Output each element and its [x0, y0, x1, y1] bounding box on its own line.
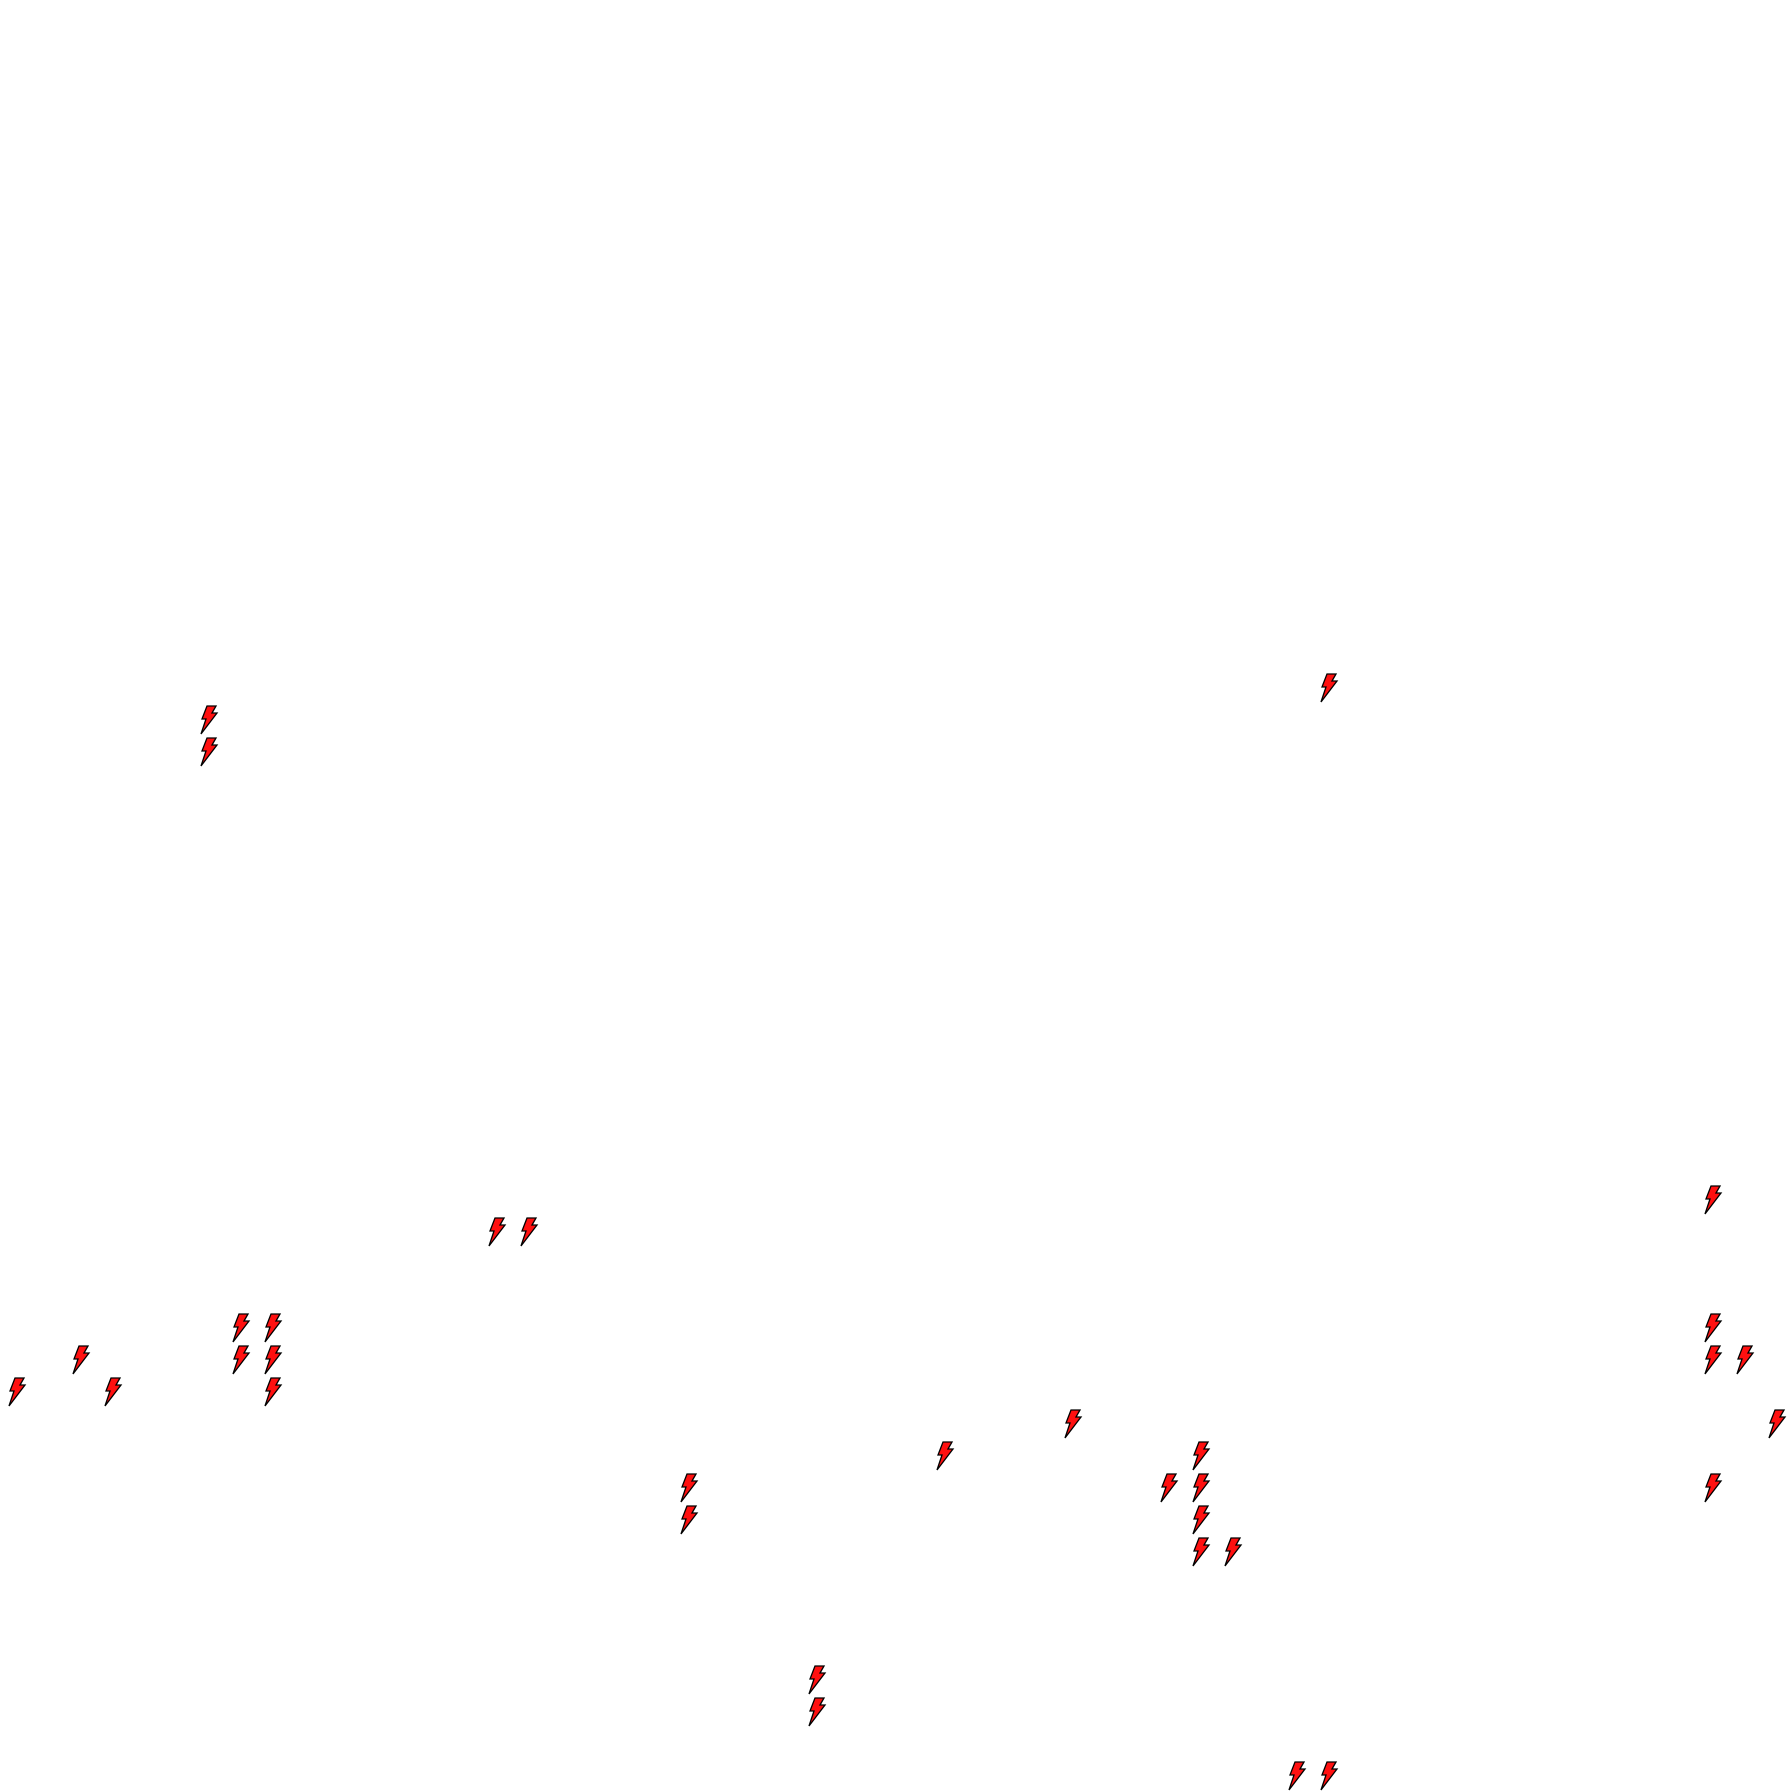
lightning-bolt-icon[interactable] — [519, 1217, 539, 1247]
lightning-bolt-icon[interactable] — [71, 1345, 91, 1375]
lightning-bolt-icon[interactable] — [1703, 1313, 1723, 1343]
lightning-bolt-icon[interactable] — [231, 1313, 251, 1343]
lightning-bolt-icon[interactable] — [679, 1505, 699, 1535]
lightning-bolt-icon[interactable] — [807, 1697, 827, 1727]
lightning-bolt-icon[interactable] — [263, 1313, 283, 1343]
lightning-bolt-icon[interactable] — [1319, 1761, 1339, 1791]
lightning-bolt-icon[interactable] — [935, 1441, 955, 1471]
lightning-bolt-icon[interactable] — [263, 1345, 283, 1375]
lightning-bolt-icon[interactable] — [103, 1377, 123, 1407]
lightning-bolt-icon[interactable] — [199, 737, 219, 767]
lightning-bolt-icon[interactable] — [1767, 1409, 1787, 1439]
lightning-bolt-icon[interactable] — [1191, 1473, 1211, 1503]
lightning-bolt-icon[interactable] — [679, 1473, 699, 1503]
lightning-bolt-icon[interactable] — [1319, 673, 1339, 703]
lightning-bolt-icon[interactable] — [807, 1665, 827, 1695]
lightning-bolt-icon[interactable] — [1287, 1761, 1307, 1791]
lightning-bolt-icon[interactable] — [7, 1377, 27, 1407]
lightning-bolt-icon[interactable] — [487, 1217, 507, 1247]
lightning-bolt-icon[interactable] — [231, 1345, 251, 1375]
lightning-bolt-icon[interactable] — [199, 705, 219, 735]
lightning-bolt-icon[interactable] — [1191, 1537, 1211, 1567]
lightning-bolt-icon[interactable] — [1223, 1537, 1243, 1567]
lightning-bolt-icon[interactable] — [1703, 1185, 1723, 1215]
lightning-bolt-icon[interactable] — [1191, 1505, 1211, 1535]
lightning-bolt-icon[interactable] — [1063, 1409, 1083, 1439]
lightning-bolt-icon[interactable] — [1191, 1441, 1211, 1471]
lightning-bolt-icon[interactable] — [1703, 1473, 1723, 1503]
lightning-bolt-icon[interactable] — [1735, 1345, 1755, 1375]
lightning-bolt-icon[interactable] — [1703, 1345, 1723, 1375]
lightning-bolt-icon[interactable] — [263, 1377, 283, 1407]
lightning-bolt-icon[interactable] — [1159, 1473, 1179, 1503]
